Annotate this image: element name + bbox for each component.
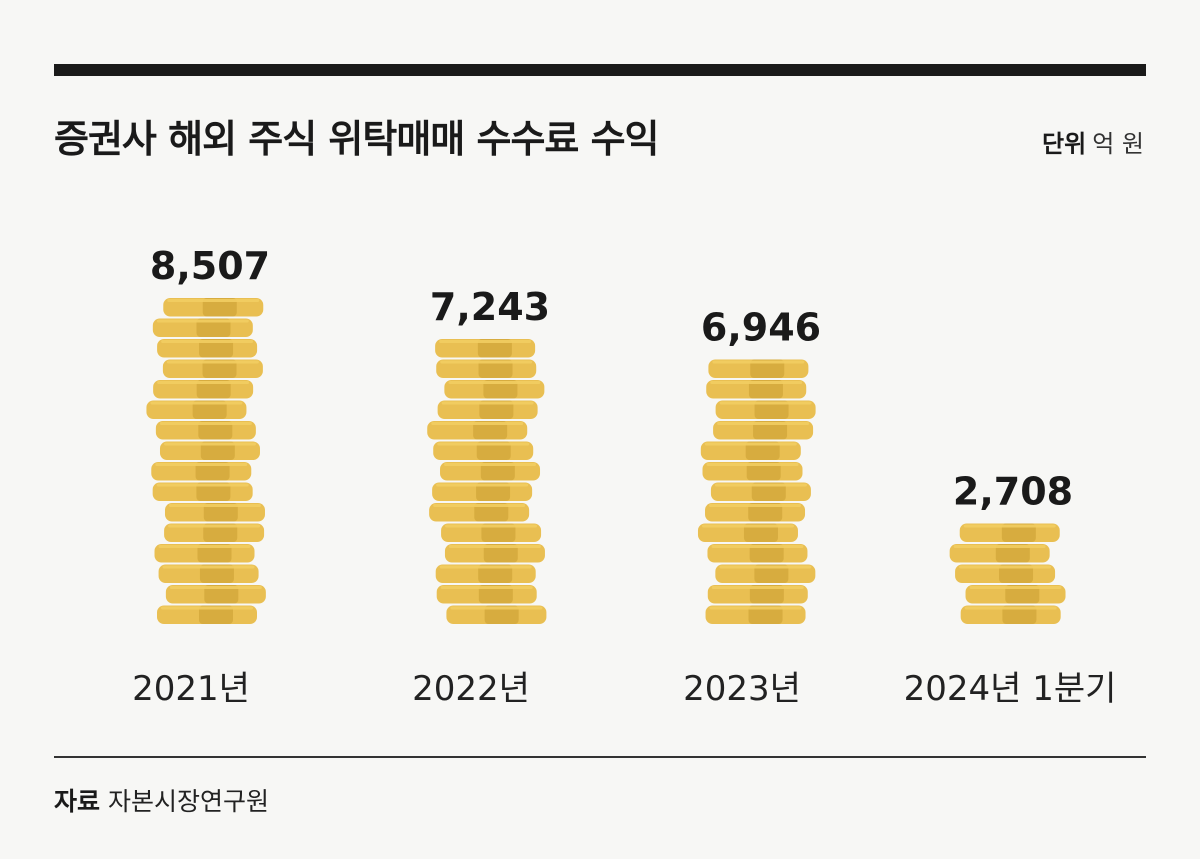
category-label-2: 2022년 xyxy=(412,669,530,709)
coin xyxy=(713,421,814,440)
coin xyxy=(702,462,803,481)
coin xyxy=(437,400,538,419)
bar-1 xyxy=(146,298,266,624)
coin xyxy=(949,544,1050,563)
coin xyxy=(715,400,816,419)
coin-stack-chart: 8,507 2021년 7,243 2022년 6,946 2023년 2,708 2024년… xyxy=(132,244,1117,709)
coin xyxy=(697,523,798,542)
coin xyxy=(446,605,547,624)
coin xyxy=(444,544,545,563)
bar-3 xyxy=(697,359,816,624)
coin xyxy=(705,503,806,522)
category-label-1: 2021년 xyxy=(132,669,250,709)
coin xyxy=(164,523,265,542)
coin xyxy=(151,462,252,481)
coin xyxy=(152,318,253,337)
coin xyxy=(441,523,542,542)
coin xyxy=(157,605,257,624)
coin xyxy=(155,421,256,440)
coin xyxy=(959,523,1060,542)
unit-label: 단위 xyxy=(1042,130,1087,158)
coin xyxy=(435,564,536,583)
coin xyxy=(163,298,264,317)
coin xyxy=(158,564,259,583)
coin xyxy=(960,605,1061,624)
coin xyxy=(429,503,530,522)
coin xyxy=(165,585,266,604)
coin xyxy=(965,585,1066,604)
data-label-1: 8,507 xyxy=(150,244,270,288)
source-note: 자료 자본시장연구원 xyxy=(54,782,269,818)
coin xyxy=(444,380,545,399)
coin xyxy=(159,441,260,460)
data-label-2: 7,243 xyxy=(430,285,550,329)
coin xyxy=(146,400,247,419)
coin xyxy=(440,462,541,481)
coin xyxy=(153,380,254,399)
coin xyxy=(152,482,253,501)
category-label-4: 2024년 1분기 xyxy=(904,669,1117,709)
unit-note: 단위 억 원 xyxy=(1042,124,1144,159)
coin xyxy=(705,605,806,624)
coin xyxy=(157,339,258,358)
source-value: 자본시장연구원 xyxy=(108,787,270,816)
coin xyxy=(708,359,809,378)
coin xyxy=(436,359,537,378)
coin xyxy=(706,380,807,399)
coin xyxy=(707,585,808,604)
coin xyxy=(435,339,536,358)
category-label-3: 2023년 xyxy=(683,669,801,709)
coin xyxy=(432,482,533,501)
bar-4 xyxy=(949,523,1066,624)
chart-title: 증권사 해외 주식 위탁매매 수수료 수익 xyxy=(54,117,660,161)
unit-value: 억 원 xyxy=(1092,130,1144,158)
coin xyxy=(710,482,811,501)
coin xyxy=(164,503,265,522)
coin xyxy=(154,544,255,563)
bottom-rule xyxy=(54,756,1146,758)
coin xyxy=(700,441,801,460)
data-label-3: 6,946 xyxy=(701,306,821,350)
coin xyxy=(707,544,808,563)
coin xyxy=(427,421,528,440)
coin xyxy=(955,564,1056,583)
coin xyxy=(162,359,263,378)
data-label-4: 2,708 xyxy=(953,470,1073,514)
coin xyxy=(436,585,537,604)
bar-2 xyxy=(427,339,547,624)
source-label: 자료 xyxy=(54,787,101,816)
coin xyxy=(433,441,534,460)
top-rule xyxy=(54,64,1146,76)
coin xyxy=(715,564,816,583)
